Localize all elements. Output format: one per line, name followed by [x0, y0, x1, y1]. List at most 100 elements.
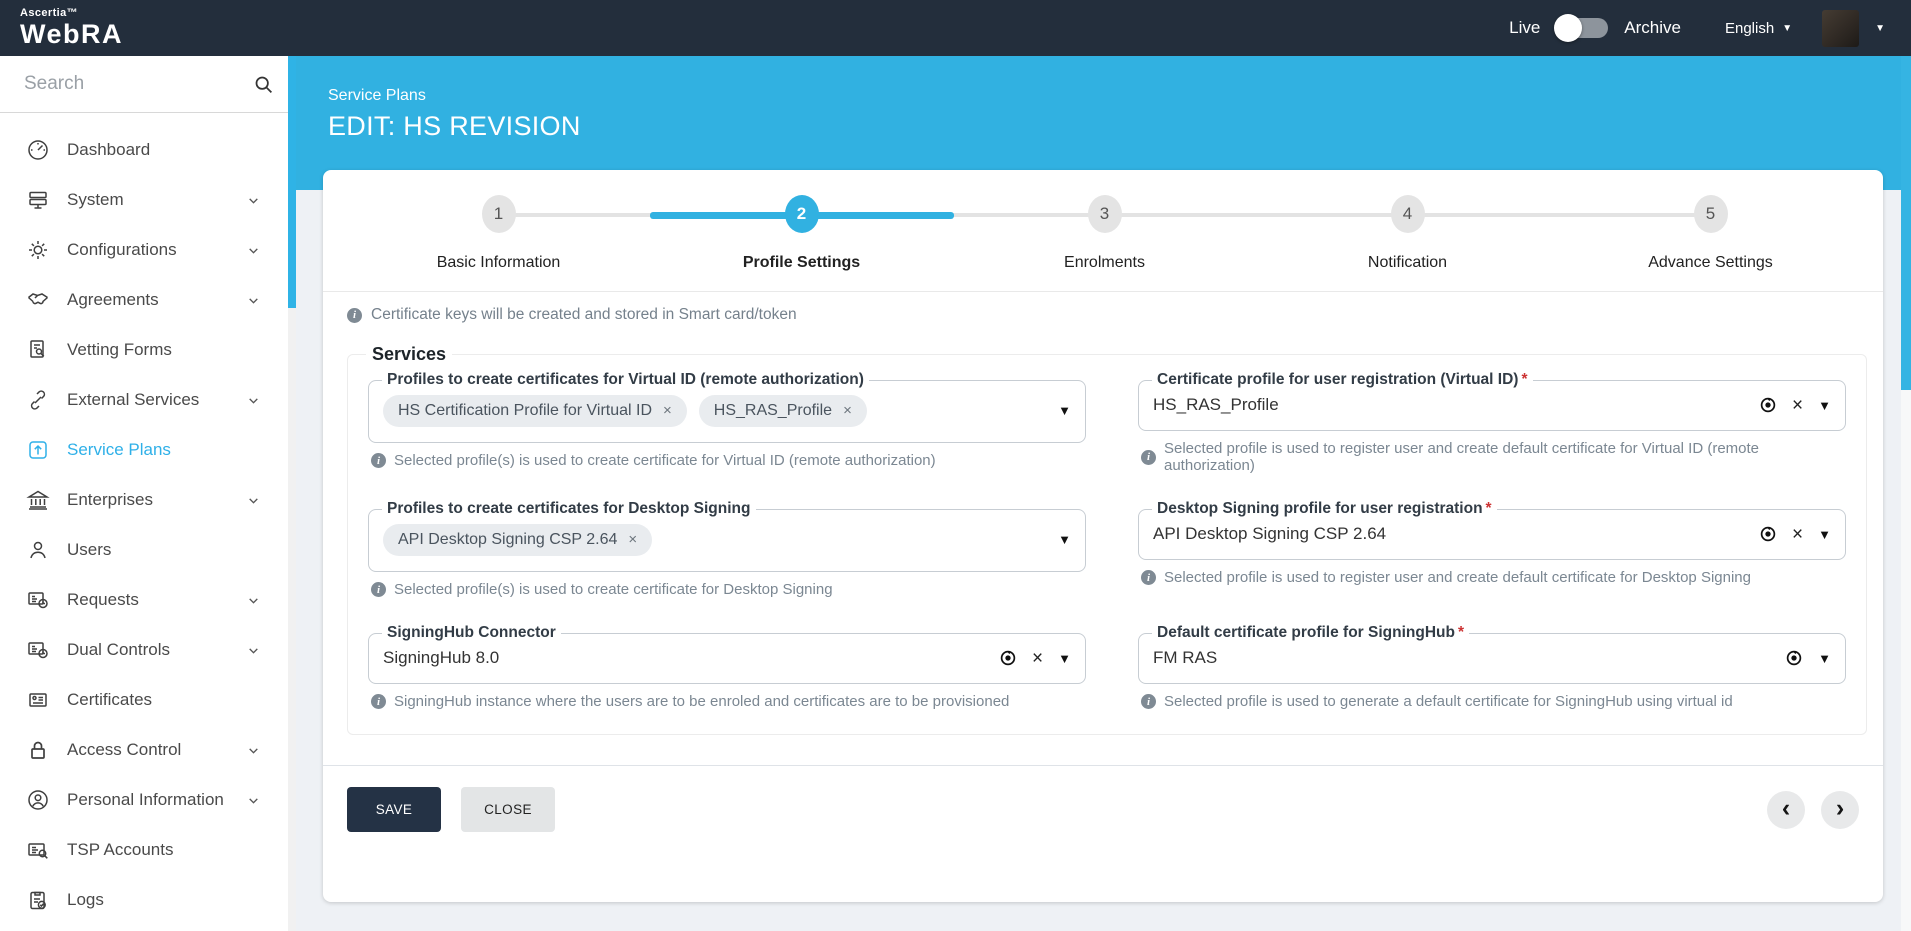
- sidebar-item-service-plans[interactable]: Service Plans: [0, 425, 296, 475]
- field-helper: i Selected profile(s) is used to create …: [371, 452, 1086, 469]
- search-icon[interactable]: [253, 74, 274, 95]
- info-icon: i: [371, 694, 386, 709]
- step-number[interactable]: 2: [784, 195, 819, 233]
- step-number[interactable]: 5: [1693, 195, 1728, 233]
- sidebar-item-label: Access Control: [67, 740, 182, 759]
- wizard-step-notification[interactable]: 4 Notification: [1256, 195, 1559, 272]
- dropdown-caret-icon[interactable]: ▼: [1058, 650, 1071, 666]
- window-scrollbar[interactable]: [1901, 56, 1911, 931]
- chip-remove-icon[interactable]: ×: [663, 402, 672, 419]
- step-number[interactable]: 3: [1087, 195, 1122, 233]
- wizard-step-advance-settings[interactable]: 5 Advance Settings: [1559, 195, 1862, 272]
- chevron-down-icon: [247, 194, 260, 207]
- configurations-icon: [26, 238, 50, 262]
- step-number[interactable]: 4: [1390, 195, 1425, 233]
- sidebar-item-vetting-forms[interactable]: Vetting Forms: [0, 325, 296, 375]
- sidebar-item-users[interactable]: Users: [0, 525, 296, 575]
- sidebar-item-configurations[interactable]: Configurations: [0, 225, 296, 275]
- clear-icon[interactable]: ×: [1792, 394, 1804, 416]
- sidebar-item-label: Service Plans: [67, 440, 171, 459]
- dropdown-caret-icon[interactable]: ▼: [1818, 650, 1831, 666]
- chip[interactable]: API Desktop Signing CSP 2.64 ×: [383, 523, 653, 556]
- language-dropdown[interactable]: English ▼: [1725, 20, 1792, 37]
- field-helper: i Selected profile is used to register u…: [1141, 569, 1846, 586]
- certificates-icon: [26, 688, 50, 712]
- logs-icon: [26, 888, 50, 912]
- chip-remove-icon[interactable]: ×: [843, 402, 852, 419]
- save-button[interactable]: SAVE: [347, 787, 441, 832]
- clear-icon[interactable]: ×: [1032, 647, 1044, 669]
- field-label: Certificate profile for user registratio…: [1157, 371, 1528, 388]
- eye-icon[interactable]: [1785, 649, 1803, 667]
- wizard-step-enrolments[interactable]: 3 Enrolments: [953, 195, 1256, 272]
- system-icon: [26, 188, 50, 212]
- eye-icon[interactable]: [999, 649, 1017, 667]
- dropdown-caret-icon[interactable]: ▼: [1818, 526, 1831, 542]
- sidebar-item-label: Dashboard: [67, 140, 151, 159]
- toggle-knob[interactable]: [1554, 14, 1583, 42]
- sidebar-scrollbar[interactable]: [288, 56, 296, 931]
- live-label: Live: [1509, 18, 1541, 37]
- sidebar-item-certificates[interactable]: Certificates: [0, 675, 296, 725]
- avatar[interactable]: [1822, 9, 1860, 47]
- select-signinghub-default-profile[interactable]: FM RAS ▼: [1153, 642, 1831, 674]
- sidebar-item-label: External Services: [67, 390, 200, 409]
- agreements-icon: [26, 288, 50, 312]
- window-scrollbar-thumb[interactable]: [1901, 56, 1911, 390]
- chip-remove-icon[interactable]: ×: [628, 531, 638, 548]
- dropdown-caret-icon[interactable]: ▼: [1058, 532, 1071, 547]
- field-label: SigningHub Connector: [387, 624, 556, 641]
- eye-icon[interactable]: [1759, 396, 1777, 414]
- vetting-forms-icon: [26, 338, 50, 362]
- field-value: API Desktop Signing CSP 2.64: [1153, 524, 1387, 543]
- chip[interactable]: HS Certification Profile for Virtual ID …: [383, 394, 687, 427]
- sidebar-item-label: Configurations: [67, 240, 177, 259]
- sidebar-item-requests[interactable]: Requests: [0, 575, 296, 625]
- sidebar-item-dual-controls[interactable]: Dual Controls: [0, 625, 296, 675]
- sidebar-item-agreements[interactable]: Agreements: [0, 275, 296, 325]
- user-menu-caret-icon[interactable]: ▼: [1875, 22, 1885, 34]
- sidebar-item-label: TSP Accounts: [67, 840, 174, 859]
- step-number[interactable]: 1: [481, 195, 516, 233]
- sidebar-item-enterprises[interactable]: Enterprises: [0, 475, 296, 525]
- field-value: FM RAS: [1153, 648, 1218, 667]
- step-label: Profile Settings: [742, 254, 861, 271]
- users-icon: [26, 538, 50, 562]
- sidebar-item-personal-information[interactable]: Personal Information: [0, 775, 296, 825]
- info-icon: i: [371, 582, 386, 597]
- service-plans-icon: [26, 438, 50, 462]
- multiselect-virtual-id-profiles[interactable]: HS Certification Profile for Virtual ID …: [383, 389, 1071, 433]
- wizard-step-profile-settings[interactable]: 2 Profile Settings: [650, 195, 953, 272]
- step-label: Advance Settings: [1648, 254, 1773, 271]
- select-signinghub-connector[interactable]: SigningHub 8.0 × ▼: [383, 642, 1071, 674]
- next-step-button[interactable]: ›: [1821, 790, 1859, 829]
- search-input[interactable]: [0, 56, 296, 112]
- select-desktop-registration[interactable]: API Desktop Signing CSP 2.64 × ▼: [1153, 518, 1831, 550]
- sidebar-item-access-control[interactable]: Access Control: [0, 725, 296, 775]
- sidebar-item-label: System: [67, 190, 124, 209]
- divider: [323, 291, 1883, 292]
- previous-step-button[interactable]: ‹: [1767, 790, 1805, 829]
- edit-service-plan-card: 1 Basic Information 2 Profile Settings 3…: [323, 170, 1883, 902]
- chip[interactable]: HS_RAS_Profile ×: [698, 394, 867, 427]
- live-archive-toggle[interactable]: [1554, 14, 1609, 42]
- sidebar-item-external-services[interactable]: External Services: [0, 375, 296, 425]
- chevron-down-icon: [247, 644, 260, 657]
- wizard-step-basic-information[interactable]: 1 Basic Information: [347, 195, 650, 272]
- chevron-down-icon: [247, 794, 260, 807]
- dropdown-caret-icon[interactable]: ▼: [1818, 397, 1831, 413]
- sidebar-item-logs[interactable]: Logs: [0, 875, 296, 925]
- sidebar-item-tsp-accounts[interactable]: TSP Accounts: [0, 825, 296, 875]
- eye-icon[interactable]: [1759, 525, 1777, 543]
- clear-icon[interactable]: ×: [1792, 523, 1804, 545]
- field-helper: i Selected profile is used to generate a…: [1141, 693, 1846, 710]
- dropdown-caret-icon[interactable]: ▼: [1058, 403, 1071, 418]
- required-marker: *: [1485, 500, 1492, 517]
- multiselect-desktop-profiles[interactable]: API Desktop Signing CSP 2.64 × ▼: [383, 518, 1071, 562]
- sidebar-item-system[interactable]: System: [0, 175, 296, 225]
- sidebar-item-dashboard[interactable]: Dashboard: [0, 125, 296, 175]
- close-button[interactable]: CLOSE: [461, 787, 555, 832]
- sidebar-scrollbar-thumb[interactable]: [288, 56, 296, 308]
- step-label: Basic Information: [436, 254, 561, 271]
- select-virtual-id-registration[interactable]: HS_RAS_Profile × ▼: [1153, 389, 1831, 421]
